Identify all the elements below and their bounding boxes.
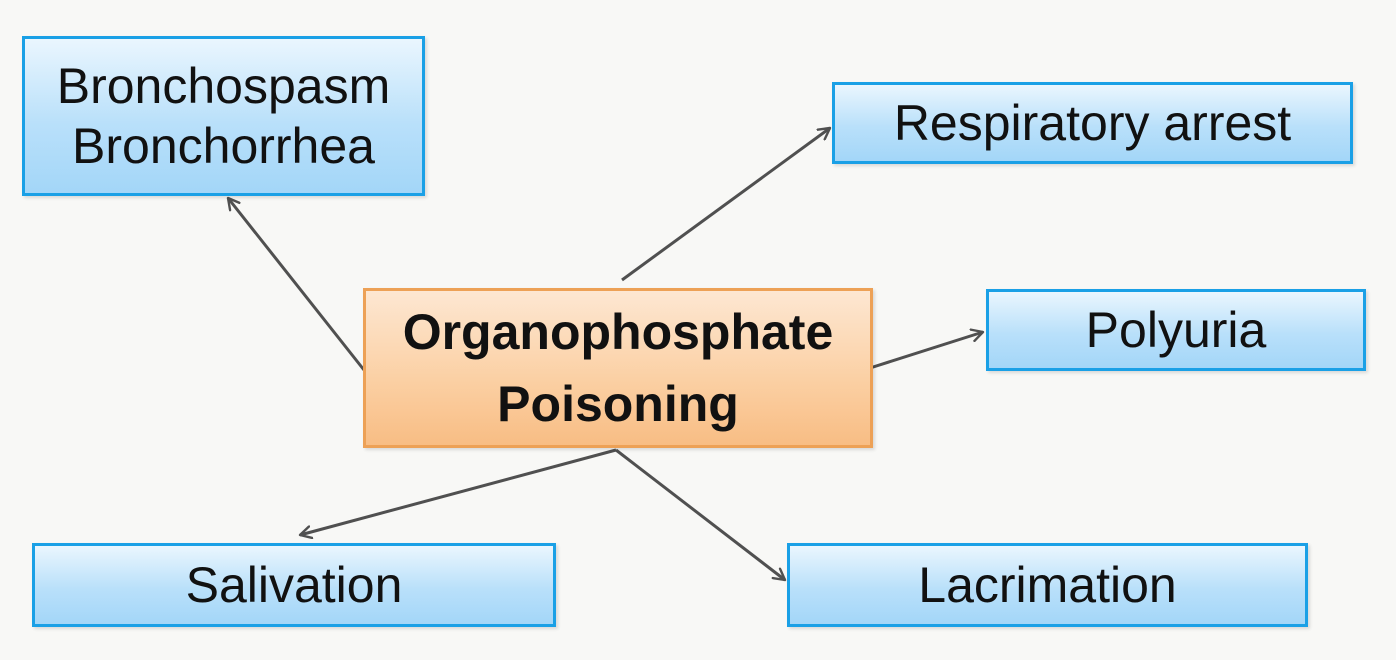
center-title-line-2: Poisoning	[497, 376, 739, 432]
bronchospasm-label: Bronchospasm	[56, 58, 391, 114]
bronchorrhea-label: Bronchorrhea	[72, 118, 375, 174]
salivation-label: Salivation	[185, 557, 403, 613]
arrow-to-bronchial	[228, 198, 366, 371]
polyuria-box: Polyuria	[986, 289, 1366, 371]
arrow-to-salivation	[300, 448, 617, 535]
respiratory-arrest-label: Respiratory arrest	[893, 95, 1292, 151]
center-title-line-1: Organophosphate	[402, 303, 834, 360]
respiratory-arrest-box: Respiratory arrest	[832, 82, 1353, 164]
arrow-to-lacrimation	[615, 448, 785, 580]
lacrimation-box: Lacrimation	[787, 543, 1308, 627]
bronchial-effects-box: Bronchospasm Bronchorrhea	[22, 36, 425, 196]
arrow-to-polyuria	[869, 332, 983, 370]
polyuria-label: Polyuria	[1085, 302, 1267, 358]
arrow-to-respiratory	[621, 126, 830, 282]
center-box: Organophosphate Poisoning	[363, 288, 873, 448]
lacrimation-label: Lacrimation	[918, 557, 1177, 613]
salivation-box: Salivation	[32, 543, 556, 627]
